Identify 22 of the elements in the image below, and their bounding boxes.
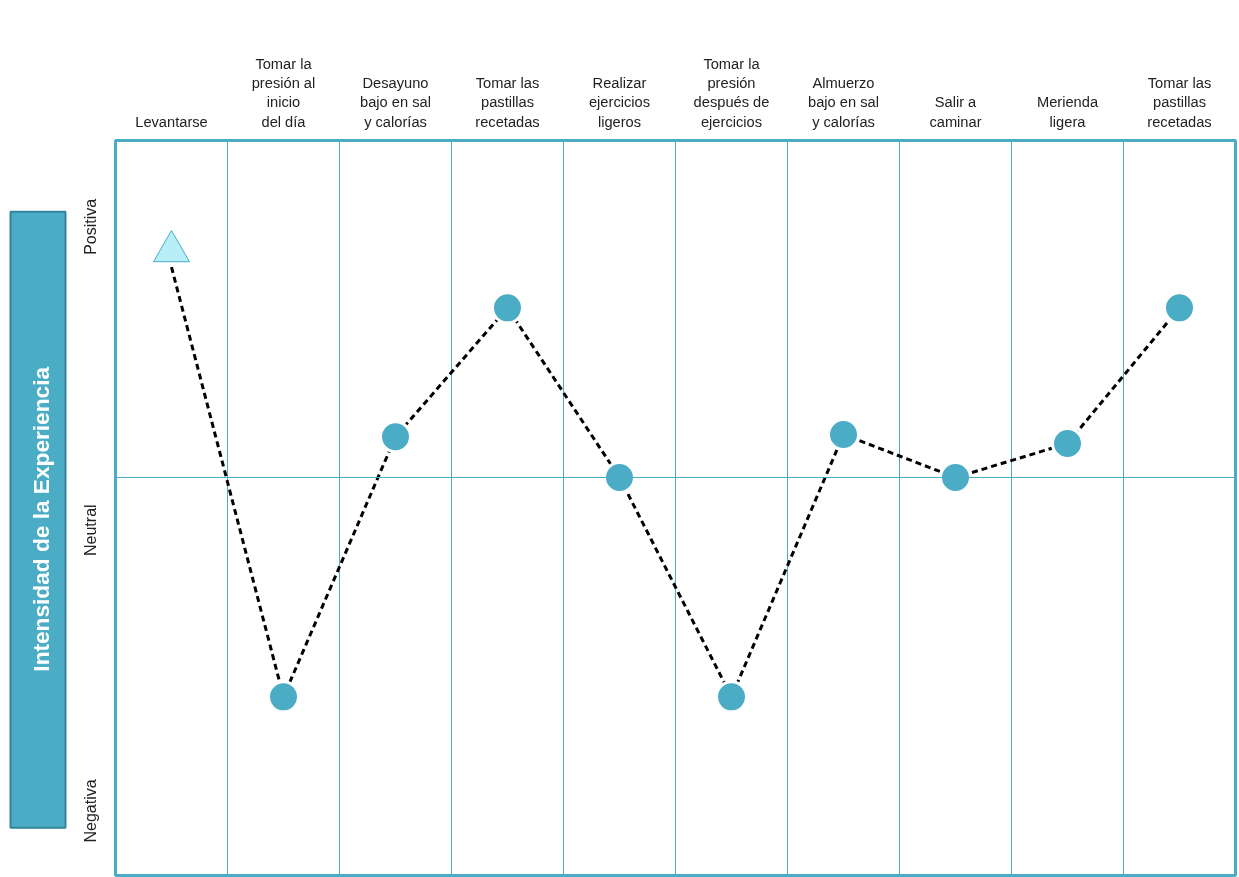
x-tick-label: Merienda ligera bbox=[1036, 94, 1099, 130]
x-tick-label: Tomar las pastillas recetadas bbox=[475, 75, 540, 130]
point bbox=[267, 680, 300, 714]
x-tick-label: Salir a caminar bbox=[929, 94, 982, 130]
point bbox=[1163, 291, 1196, 325]
text: Positiva bbox=[82, 198, 99, 255]
point bbox=[491, 291, 524, 325]
x-tick-label: Tomar las pastillas recetadas bbox=[1147, 75, 1212, 130]
point bbox=[715, 680, 748, 714]
x-tick-label: Tomar la presión al inicio del día bbox=[251, 55, 316, 130]
x-tick-label: Levantarse bbox=[135, 113, 208, 130]
point bbox=[939, 461, 972, 494]
text: Negativa bbox=[82, 779, 99, 843]
point bbox=[379, 420, 412, 454]
y-axis-title: Intensidad de la Experiencia bbox=[27, 366, 54, 672]
x-tick-label: Realizar ejercicios ligeros bbox=[588, 75, 651, 130]
point bbox=[603, 461, 636, 494]
x-tick-label: Tomar la presión después de ejercicios bbox=[693, 55, 770, 130]
x-tick-label: Almuerzo bajo en sal y calorías bbox=[808, 75, 879, 130]
text: Neutral bbox=[82, 504, 99, 556]
x-tick-label: Desayuno bajo en sal y calorías bbox=[360, 75, 431, 130]
point bbox=[827, 418, 860, 451]
